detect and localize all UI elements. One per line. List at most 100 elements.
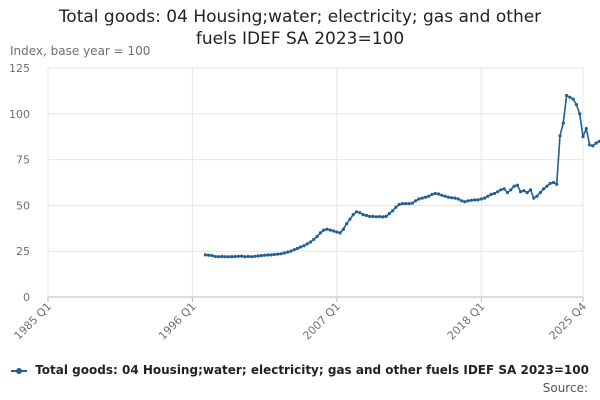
data-point — [328, 228, 332, 232]
data-point — [213, 254, 217, 259]
data-point — [525, 191, 529, 195]
data-point — [341, 227, 345, 231]
data-point — [325, 227, 329, 231]
data-point — [545, 184, 549, 188]
data-point — [581, 135, 585, 139]
data-point — [430, 192, 434, 196]
data-point — [381, 215, 385, 219]
data-point — [532, 196, 536, 200]
data-point — [348, 217, 352, 221]
data-point — [358, 211, 362, 215]
data-point — [295, 246, 299, 251]
data-point — [420, 196, 424, 200]
data-point — [230, 255, 234, 259]
data-point — [377, 215, 382, 219]
y-axis-unit-label: Index, base year = 100 — [10, 44, 151, 58]
data-point — [512, 184, 516, 188]
data-point — [404, 202, 408, 206]
data-point — [479, 197, 483, 201]
data-point — [269, 253, 273, 257]
data-point — [453, 196, 457, 200]
data-point — [515, 183, 520, 187]
data-point — [368, 214, 372, 218]
data-point — [568, 95, 572, 99]
data-point — [469, 198, 473, 202]
data-point — [289, 249, 293, 253]
data-point — [279, 252, 283, 256]
data-point — [249, 255, 254, 259]
data-point — [437, 192, 441, 196]
data-point — [345, 222, 349, 226]
data-point — [492, 191, 496, 196]
data-point — [236, 254, 240, 258]
data-point — [466, 199, 470, 203]
data-point — [463, 200, 467, 204]
data-point — [305, 242, 309, 246]
data-point — [555, 182, 559, 186]
data-point — [217, 255, 221, 259]
data-point — [309, 240, 313, 244]
data-point — [502, 187, 506, 191]
data-point — [246, 254, 250, 259]
data-point — [440, 193, 444, 197]
data-point — [335, 230, 339, 234]
data-point — [400, 202, 405, 206]
data-point — [423, 195, 428, 199]
data-point — [210, 254, 214, 258]
data-point — [561, 121, 565, 125]
data-point — [332, 229, 336, 233]
data-point — [371, 214, 375, 218]
x-tick-label: 1985 Q1 — [12, 300, 55, 343]
data-point — [509, 188, 513, 192]
y-tick-label: 75 — [16, 154, 30, 167]
source-label: Source: — [542, 381, 588, 395]
axes: 0 25 50 75 100 125 1985 Q1 1996 Q1 2007 Q1 2018 Q… — [9, 62, 589, 342]
data-point — [233, 254, 237, 259]
data-point — [594, 141, 598, 145]
data-point — [486, 194, 490, 198]
legend-swatch — [11, 367, 28, 374]
data-point — [384, 214, 388, 218]
x-tick-label: 2007 Q1 — [300, 300, 343, 343]
data-point — [364, 213, 368, 218]
x-tick-label: 2025 Q4 — [547, 300, 590, 343]
data-point — [489, 192, 493, 196]
data-point — [240, 254, 244, 258]
data-point — [286, 250, 290, 254]
data-point — [588, 143, 592, 147]
data-point — [578, 112, 582, 116]
series-line — [205, 94, 600, 258]
data-point — [597, 139, 600, 143]
data-point — [407, 202, 411, 206]
data-point — [207, 253, 211, 257]
data-point — [443, 194, 447, 198]
data-point — [299, 245, 303, 249]
data-point — [427, 194, 431, 198]
legend-label: Total goods: 04 Housing;water; electrici… — [35, 363, 589, 377]
data-point — [203, 253, 208, 257]
data-point — [322, 228, 326, 232]
data-point — [361, 213, 365, 217]
x-tick-label: 2018 Q1 — [445, 300, 488, 343]
data-point — [351, 213, 355, 217]
y-tick-label: 25 — [16, 245, 30, 258]
data-point — [535, 194, 539, 198]
y-tick-label: 125 — [9, 62, 30, 75]
data-point — [558, 134, 562, 138]
y-tick-label: 100 — [9, 108, 30, 121]
chart-title: Total goods: 04 Housing;water; electrici… — [0, 6, 600, 50]
data-point — [450, 196, 454, 200]
x-tick-label: 1996 Q1 — [156, 300, 199, 343]
data-point — [565, 93, 569, 98]
data-point — [253, 254, 257, 258]
y-tick-label: 50 — [16, 199, 30, 212]
data-point — [256, 254, 260, 258]
data-point — [473, 198, 477, 202]
data-point — [417, 197, 421, 201]
data-point — [374, 215, 378, 219]
data-point — [318, 231, 322, 235]
data-point — [482, 196, 487, 200]
data-point — [505, 191, 510, 195]
